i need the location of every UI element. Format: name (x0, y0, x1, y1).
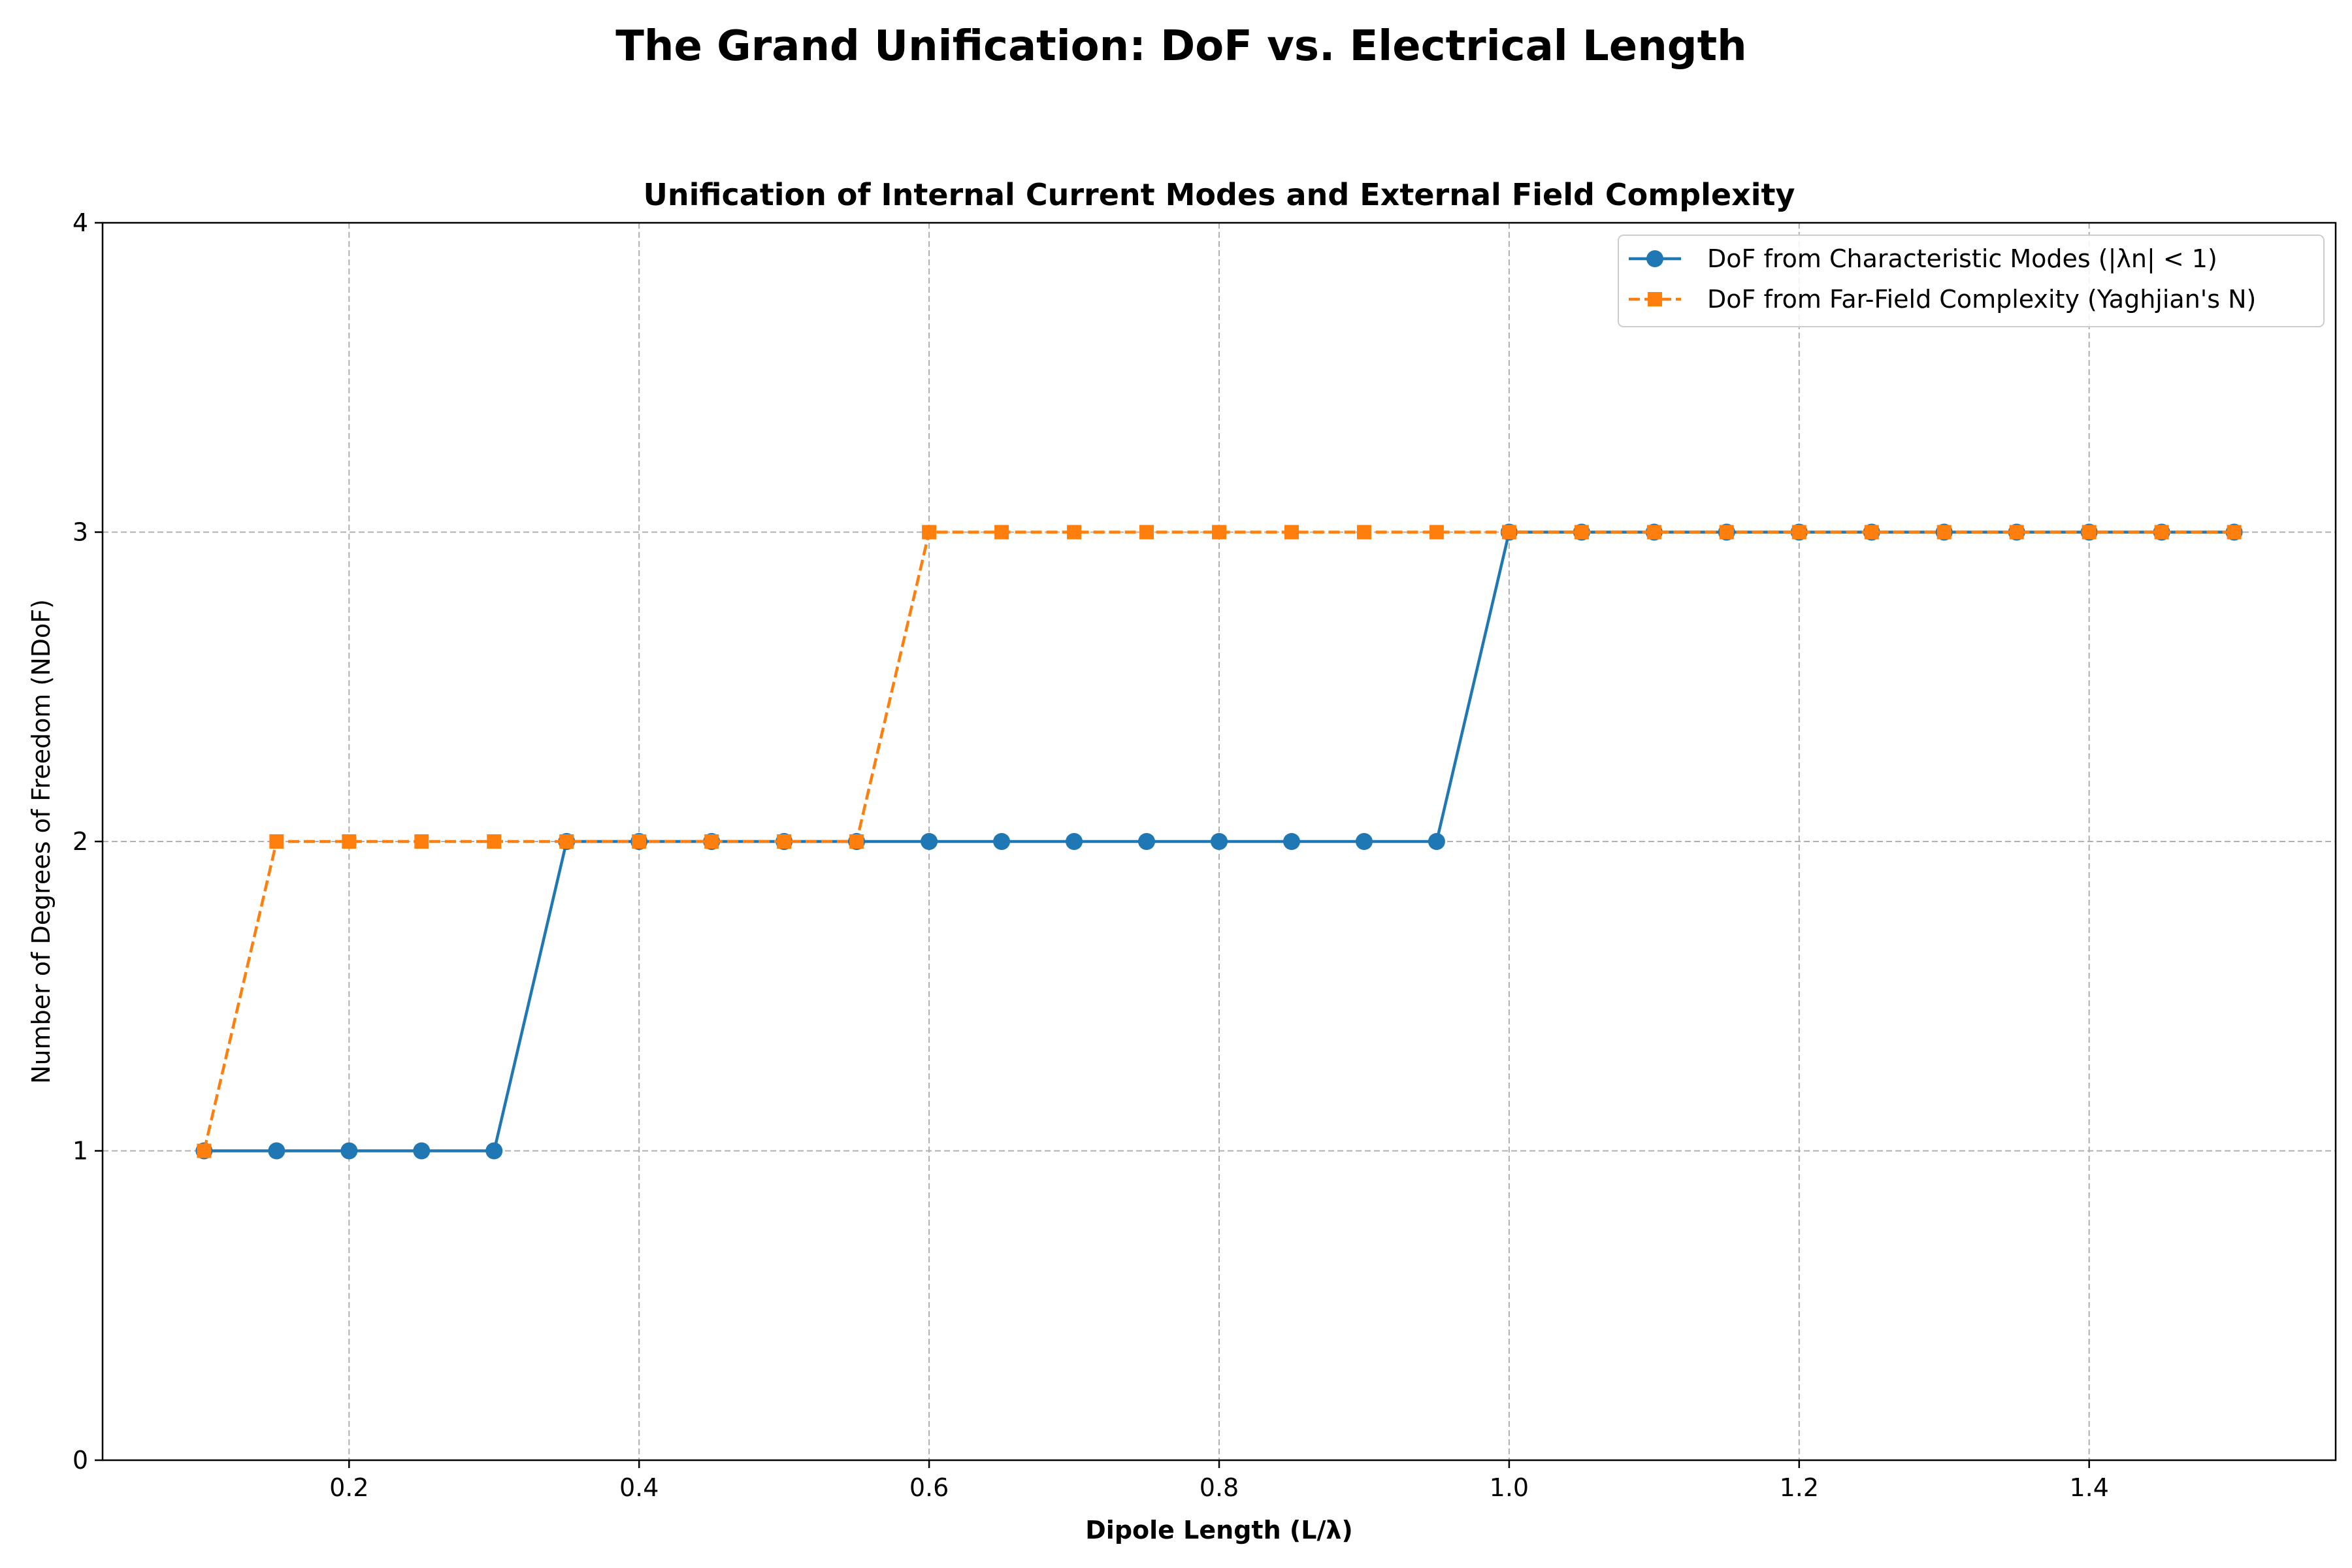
data-point (340, 1142, 358, 1160)
data-point (1646, 525, 1661, 540)
data-point (414, 834, 429, 849)
data-point (1284, 525, 1299, 540)
data-point (342, 834, 357, 849)
y-tick-label: 0 (73, 1446, 88, 1475)
data-point (1936, 525, 1952, 540)
data-point (921, 833, 938, 850)
x-tick-label: 0.6 (909, 1473, 949, 1502)
x-tick-label: 0.4 (619, 1473, 659, 1502)
data-point (1282, 833, 1300, 850)
data-point (1356, 525, 1371, 540)
x-tick-label: 0.2 (329, 1473, 368, 1502)
data-point (1719, 525, 1734, 540)
x-tick-label: 1.0 (1490, 1473, 1529, 1502)
data-point (1139, 525, 1154, 540)
data-point (485, 1142, 503, 1160)
data-point (777, 834, 792, 849)
data-point (269, 834, 284, 849)
x-tick-label: 1.2 (1780, 1473, 1819, 1502)
data-point (1501, 525, 1516, 540)
data-point (1212, 525, 1226, 540)
legend-label-far-field: DoF from Far-Field Complexity (Yaghjian'… (1707, 285, 2256, 314)
chart-title: Unification of Internal Current Modes an… (643, 177, 1795, 212)
y-axis-label: Number of Degrees of Freedom (NDoF) (27, 599, 56, 1084)
data-point (1428, 833, 1445, 850)
data-point (559, 834, 574, 849)
legend-frame (1618, 235, 2325, 327)
legend: DoF from Characteristic Modes (|λn| < 1)… (1618, 235, 2325, 327)
data-point (413, 1142, 431, 1160)
data-point (2154, 525, 2169, 540)
data-point (1211, 833, 1228, 850)
data-point (1791, 525, 1806, 540)
legend-label-characteristic-modes: DoF from Characteristic Modes (|λn| < 1) (1707, 244, 2217, 274)
data-point (2009, 525, 2024, 540)
data-point (849, 834, 864, 849)
data-point (487, 834, 502, 849)
y-tick-label: 1 (73, 1137, 88, 1166)
data-point (922, 525, 937, 540)
y-tick-label: 2 (73, 827, 88, 856)
x-axis-label: Dipole Length (L/λ) (1085, 1516, 1352, 1544)
data-point (197, 1143, 212, 1158)
data-point (994, 525, 1009, 540)
data-point (1067, 525, 1082, 540)
data-point (1138, 833, 1156, 850)
y-tick-label: 4 (73, 208, 88, 237)
data-point (268, 1142, 286, 1160)
data-point (704, 834, 719, 849)
series-layer (195, 523, 2243, 1160)
legend-marker-characteristic-modes (1646, 250, 1663, 267)
data-point (1066, 833, 1083, 850)
figure-suptitle: The Grand Unification: DoF vs. Electrica… (615, 22, 1746, 71)
series-1 (197, 525, 2242, 1158)
x-tick-label: 0.8 (1200, 1473, 1239, 1502)
data-point (1574, 525, 1589, 540)
data-point (632, 834, 647, 849)
data-point (993, 833, 1011, 850)
data-point (1355, 833, 1373, 850)
y-tick-label: 3 (73, 518, 88, 547)
x-tick-label: 1.4 (2069, 1473, 2108, 1502)
data-point (2227, 525, 2242, 540)
legend-marker-far-field (1648, 292, 1662, 306)
data-point (1429, 525, 1444, 540)
data-point (1864, 525, 1879, 540)
axis-ticks: 0.2 0.4 0.6 0.8 1.0 1.2 1.4 0 1 2 3 4 (73, 208, 2109, 1502)
data-point (2082, 525, 2097, 540)
